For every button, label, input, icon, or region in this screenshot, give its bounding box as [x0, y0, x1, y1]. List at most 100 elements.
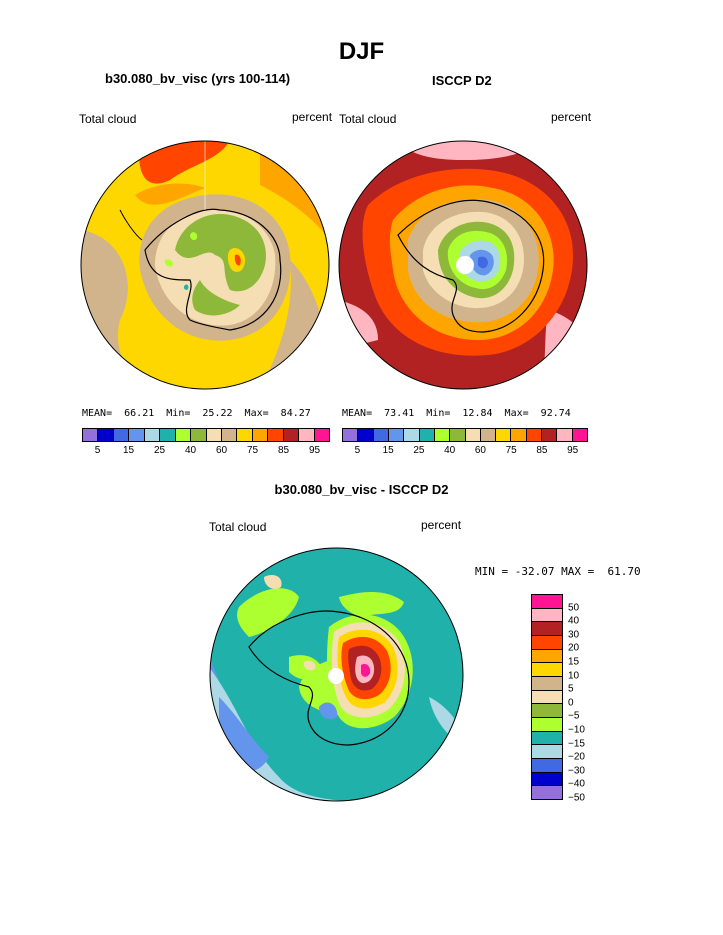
colorbar-tick-label: 25: [413, 445, 425, 456]
colorbar-level-label: −50: [568, 792, 585, 804]
colorbar-swatch: [98, 429, 114, 441]
colorbar-level-label: 15: [568, 656, 580, 668]
colorbar-swatch: [532, 663, 562, 678]
colorbar-swatch: [532, 772, 562, 787]
colorbar-swatch: [532, 690, 562, 705]
colorbar-level-label: −15: [568, 738, 585, 750]
diff-polar-map: [209, 547, 464, 802]
colorbar-swatch: [532, 595, 562, 609]
colorbar-swatch: [191, 429, 207, 441]
colorbar-tick-label: 75: [505, 445, 517, 456]
colorbar-swatch: [532, 786, 562, 800]
right-polar-map: [338, 140, 588, 390]
diff-colorbar-swatches: [531, 594, 563, 800]
left-colorbar: 5 15 25 40 60 75 85 95: [82, 428, 330, 458]
colorbar-tick-label: 95: [308, 445, 321, 456]
colorbar-level-label: 20: [568, 642, 580, 654]
right-stats: MEAN= 73.41 Min= 12.84 Max= 92.74: [342, 408, 571, 419]
colorbar-swatch: [221, 429, 238, 441]
colorbar-swatch: [532, 704, 562, 719]
colorbar-swatch: [404, 429, 420, 441]
colorbar-swatch: [252, 429, 269, 441]
left-stats: MEAN= 66.21 Min= 25.22 Max= 84.27: [82, 408, 311, 419]
colorbar-swatch: [373, 429, 389, 441]
colorbar-swatch: [480, 429, 497, 441]
left-colorbar-ticks: 5 15 25 40 60 75 85 95: [82, 442, 330, 458]
colorbar-tick-label: 15: [122, 445, 135, 456]
colorbar-level-label: 40: [568, 615, 580, 627]
left-units-label: percent: [292, 110, 333, 124]
diff-var-label: Total cloud: [209, 520, 267, 534]
diff-minmax: MIN = -32.07 MAX = 61.70: [475, 565, 641, 578]
colorbar-swatch: [465, 429, 481, 441]
left-model-title: b30.080_bv_visc (yrs 100-114): [105, 71, 291, 86]
colorbar-level-label: 30: [568, 629, 580, 641]
colorbar-swatch: [572, 429, 587, 441]
colorbar-swatch: [299, 429, 315, 441]
colorbar-tick-label: 60: [215, 445, 228, 456]
colorbar-swatch: [532, 649, 562, 664]
right-var-label: Total cloud: [339, 112, 397, 126]
colorbar-swatch: [542, 429, 558, 441]
colorbar-swatch: [496, 429, 512, 441]
colorbar-level-label: −30: [568, 765, 585, 777]
diff-title: b30.080_bv_visc - ISCCP D2: [274, 482, 449, 497]
right-units-label: percent: [551, 110, 592, 124]
colorbar-tick-label: 85: [536, 445, 548, 456]
colorbar-tick-label: 40: [444, 445, 456, 456]
page-title: DJF: [338, 38, 385, 65]
colorbar-swatch: [129, 429, 145, 441]
left-colorbar-swatches: [82, 428, 330, 442]
colorbar-swatch: [450, 429, 466, 441]
right-colorbar: 5 15 25 40 60 75 85 95: [342, 428, 588, 458]
colorbar-swatch: [532, 745, 562, 760]
colorbar-level-label: −10: [568, 724, 585, 736]
colorbar-tick-label: 5: [94, 445, 101, 456]
colorbar-tick-label: 95: [567, 445, 579, 456]
colorbar-swatch: [283, 429, 300, 441]
colorbar-level-label: 50: [568, 602, 580, 614]
colorbar-swatch: [237, 429, 253, 441]
colorbar-swatch: [434, 429, 451, 441]
colorbar-swatch: [206, 429, 222, 441]
colorbar-tick-label: 15: [382, 445, 394, 456]
right-obs-title: ISCCP D2: [432, 73, 492, 88]
colorbar-swatch: [557, 429, 573, 441]
left-polar-map: [80, 140, 330, 390]
colorbar-level-label: −40: [568, 778, 585, 790]
colorbar-swatch: [113, 429, 130, 441]
diff-units-label: percent: [421, 518, 462, 532]
left-var-label: Total cloud: [79, 112, 137, 126]
colorbar-swatch: [532, 759, 562, 773]
colorbar-swatch: [532, 677, 562, 691]
colorbar-level-label: 0: [568, 697, 574, 709]
colorbar-swatch: [419, 429, 435, 441]
colorbar-swatch: [160, 429, 176, 441]
colorbar-tick-label: 25: [153, 445, 166, 456]
colorbar-tick-label: 5: [354, 445, 361, 456]
colorbar-swatch: [388, 429, 405, 441]
colorbar-swatch: [532, 718, 562, 732]
colorbar-swatch: [532, 622, 562, 637]
colorbar-tick-label: 85: [277, 445, 290, 456]
colorbar-tick-label: 40: [184, 445, 197, 456]
colorbar-swatch: [83, 429, 99, 441]
colorbar-level-label: −5: [568, 710, 580, 722]
colorbar-swatch: [144, 429, 161, 441]
colorbar-swatch: [532, 636, 562, 650]
colorbar-swatch: [511, 429, 527, 441]
colorbar-level-label: 5: [568, 683, 574, 695]
colorbar-swatch: [343, 429, 359, 441]
right-colorbar-ticks: 5 15 25 40 60 75 85 95: [342, 442, 588, 458]
colorbar-tick-label: 75: [246, 445, 259, 456]
right-colorbar-swatches: [342, 428, 588, 442]
colorbar-swatch: [314, 429, 329, 441]
diff-colorbar: 50 40 30 20 15 10 5 0 −5 −10 −15 −20 −30 −40 −50: [531, 594, 651, 804]
colorbar-tick-label: 60: [474, 445, 486, 456]
colorbar-level-label: −20: [568, 751, 585, 763]
colorbar-swatch: [268, 429, 284, 441]
colorbar-swatch: [532, 731, 562, 746]
colorbar-level-label: 10: [568, 670, 580, 682]
colorbar-swatch: [532, 608, 562, 623]
colorbar-swatch: [526, 429, 543, 441]
